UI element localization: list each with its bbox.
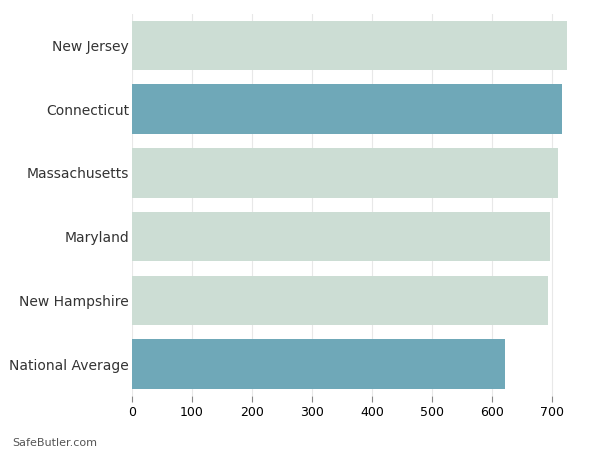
Bar <box>132 21 567 70</box>
Bar <box>132 339 505 389</box>
Bar <box>132 84 562 134</box>
Bar <box>132 148 558 198</box>
Text: SafeButler.com: SafeButler.com <box>12 437 97 447</box>
Bar <box>132 275 548 325</box>
Bar <box>132 212 550 261</box>
